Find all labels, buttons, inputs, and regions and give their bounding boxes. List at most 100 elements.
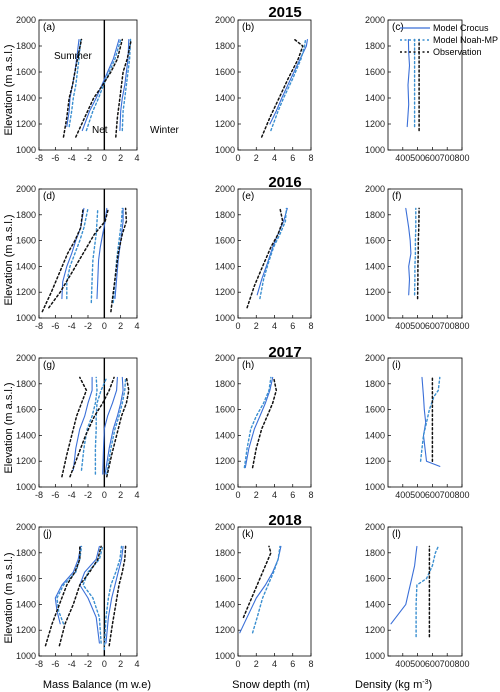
xlabel-mass-balance: Mass Balance (m w.e) — [43, 679, 151, 691]
y-tick-label: 1800 — [365, 210, 385, 220]
series-noahmp-line — [94, 376, 108, 475]
legend-obs-label: Observation — [433, 47, 482, 57]
series-obs-line — [106, 376, 130, 478]
x-tick-label: -6 — [51, 659, 59, 669]
panel-label: (a) — [43, 22, 55, 33]
y-tick-label: 1800 — [16, 548, 36, 558]
x-tick-label: 700 — [440, 490, 455, 500]
y-tick-label: 1000 — [365, 313, 385, 323]
panel-b: 0 2 4 6 8 1000 1200 1400 1600 1800 2000 (b) — [215, 15, 314, 163]
x-tick-label: 400 — [395, 321, 410, 331]
x-tick-label: 6 — [290, 659, 295, 669]
series-crocus-line — [390, 545, 418, 625]
y-tick-label: 1400 — [365, 430, 385, 440]
year-heading-2015: 2015 — [268, 4, 301, 21]
series-obs-line — [251, 376, 278, 469]
x-tick-label: -6 — [51, 153, 59, 163]
x-tick-label: 4 — [134, 490, 139, 500]
y-tick-label: 1200 — [215, 287, 235, 297]
y-tick-label: 1400 — [16, 93, 36, 103]
y-tick-label: 1600 — [215, 405, 235, 415]
panel-label: (g) — [43, 360, 55, 371]
series-crocus-line — [96, 207, 108, 300]
x-tick-label: -8 — [35, 659, 43, 669]
x-tick-label: 0 — [102, 490, 107, 500]
x-tick-label: -4 — [68, 659, 76, 669]
series-crocus-line — [119, 38, 130, 132]
x-tick-label: 600 — [425, 490, 440, 500]
series-noahmp-line — [243, 376, 272, 469]
year-heading-2018: 2018 — [268, 512, 301, 529]
series-obs-line — [58, 545, 102, 647]
panel-label: (d) — [43, 191, 55, 202]
panel-label: (h) — [242, 360, 254, 371]
series-noahmp-line — [270, 38, 307, 132]
year-heading-2016: 2016 — [268, 174, 301, 191]
panel-k-frame — [237, 526, 312, 657]
y-tick-label: 1400 — [215, 261, 235, 271]
ylabel-row-1: Elevation (m a.s.l.) — [3, 44, 15, 135]
panel-label: (f) — [392, 191, 401, 202]
y-tick-label: 1600 — [365, 236, 385, 246]
series-noahmp-line — [121, 38, 132, 132]
series-obs-line — [62, 38, 83, 138]
legend: Model Crocus Model Noah-MP Observation — [400, 23, 498, 57]
panel-k: 0 2 4 6 8 1000 1200 1400 1600 1800 2000 (k) — [215, 522, 314, 669]
year-heading-2017: 2017 — [268, 344, 301, 361]
panel-label: (e) — [242, 191, 254, 202]
y-tick-label: 2000 — [215, 184, 235, 194]
y-tick-label: 1000 — [365, 482, 385, 492]
series-obs-line — [416, 207, 420, 300]
y-tick-label: 1200 — [215, 625, 235, 635]
y-tick-label: 2000 — [16, 353, 36, 363]
series-noahmp-line — [415, 545, 439, 638]
panel-d: -8 -6 -4 -2 0 2 4 1000 1200 1400 1600 1800 2000 (d) — [16, 184, 140, 331]
y-tick-label: 2000 — [16, 522, 36, 532]
xlabel-snow-depth: Snow depth (m) — [232, 679, 310, 691]
panel-e-frame — [237, 188, 312, 319]
y-tick-label: 1400 — [16, 599, 36, 609]
x-tick-label: 600 — [425, 659, 440, 669]
series-noahmp-line — [106, 376, 127, 475]
panel-label: (j) — [43, 529, 52, 540]
y-tick-label: 1400 — [215, 93, 235, 103]
legend-noahmp-label: Model Noah-MP — [433, 35, 498, 45]
y-tick-label: 1000 — [16, 313, 36, 323]
series-noahmp-line — [251, 545, 281, 634]
y-tick-label: 1800 — [215, 548, 235, 558]
series-obs-line — [69, 376, 115, 478]
y-tick-label: 1600 — [365, 67, 385, 77]
panel-label: (l) — [392, 529, 401, 540]
x-tick-label: 4 — [134, 659, 139, 669]
panel-e: 0 2 4 6 8 1000 1200 1400 1600 1800 2000 (e) — [215, 184, 314, 331]
x-tick-label: 0 — [102, 153, 107, 163]
y-tick-label: 1800 — [215, 41, 235, 51]
panel-i: 400 500 600 700 800 1000 1200 1400 1600 1800 2000 (… — [365, 353, 470, 500]
panel-label: (c) — [392, 22, 404, 33]
ylabel-row-2: Elevation (m a.s.l.) — [3, 214, 15, 305]
series-obs-line — [75, 38, 124, 138]
y-tick-label: 1000 — [365, 651, 385, 661]
panel-f-frame — [387, 188, 463, 319]
x-tick-label: 8 — [308, 659, 313, 669]
x-tick-label: 4 — [134, 321, 139, 331]
x-tick-label: 600 — [425, 153, 440, 163]
x-tick-label: 800 — [454, 153, 469, 163]
y-tick-label: 2000 — [215, 15, 235, 25]
y-tick-label: 1600 — [365, 405, 385, 415]
y-tick-label: 1200 — [365, 287, 385, 297]
y-tick-label: 1200 — [16, 456, 36, 466]
y-tick-label: 1600 — [16, 236, 36, 246]
series-obs-line — [108, 545, 127, 647]
x-tick-label: 2 — [118, 153, 123, 163]
x-tick-label: 400 — [395, 153, 410, 163]
panel-a: -8 -6 -4 -2 0 2 4 1000 1200 1400 1600 1800 2000 (a) — [16, 15, 140, 163]
series-crocus-line — [405, 207, 412, 296]
x-tick-label: 6 — [290, 490, 295, 500]
y-tick-label: 1400 — [215, 430, 235, 440]
panel-label: (i) — [392, 360, 401, 371]
x-tick-label: -4 — [68, 490, 76, 500]
x-tick-label: 400 — [395, 490, 410, 500]
y-tick-label: 1200 — [365, 625, 385, 635]
y-tick-label: 1600 — [16, 405, 36, 415]
